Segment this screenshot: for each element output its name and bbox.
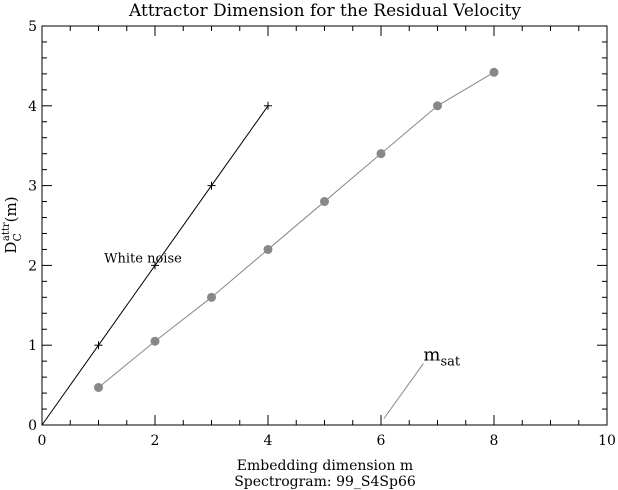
y-axis-label-base: D [2,242,20,254]
data-point-circle [433,101,442,111]
x-tick-label: 8 [490,433,499,449]
x-tick-label: 6 [377,433,386,449]
axis-tick-labels: 0 2 4 6 8 10 0 1 2 3 4 5 [28,19,616,449]
data-point-plus [94,341,103,350]
data-point-plus [151,261,159,270]
y-tick-label: 2 [28,258,37,274]
series-line-1 [98,71,495,388]
plot-frame [41,25,608,426]
x-axis-sublabel: Spectrogram: 99_S4Sp66 [234,474,416,490]
x-tick-label: 2 [151,433,160,449]
y-axis-label-suffix: (m) [2,196,20,222]
data-point-circle [489,67,499,77]
data-point-circle [376,149,386,159]
x-tick-label: 0 [38,433,47,449]
data-point-plus [264,101,272,110]
chart-title: Attractor Dimension for the Residual Vel… [128,1,521,21]
y-axis-label-sub: C [11,233,24,241]
data-point-circle [150,336,160,346]
series-markers [94,67,499,392]
x-axis-label: Embedding dimension m [237,458,413,474]
y-tick-label: 3 [28,179,37,195]
data-point-circle [320,197,329,207]
y-axis-label: DCattr(m) [1,196,24,253]
y-axis-label-sup: attr [1,222,12,241]
x-tick-label: 4 [264,433,273,449]
annotation-subscript: sat [440,355,460,370]
annotation-leader-line [383,363,424,419]
y-tick-label: 1 [28,338,37,354]
x-tick-label: 10 [598,433,616,449]
data-point-plus [207,181,216,190]
annotation-label-1: msat [423,345,461,370]
data-point-circle [94,382,103,392]
data-point-circle [207,292,216,302]
y-tick-label: 0 [28,418,37,434]
y-tick-label: 5 [28,19,37,35]
axis-ticks [41,25,608,426]
annotation-label-0: White noise [104,251,182,266]
data-point-circle [263,244,273,254]
y-tick-label: 4 [28,99,37,115]
annotations: White noise msat [104,251,461,419]
